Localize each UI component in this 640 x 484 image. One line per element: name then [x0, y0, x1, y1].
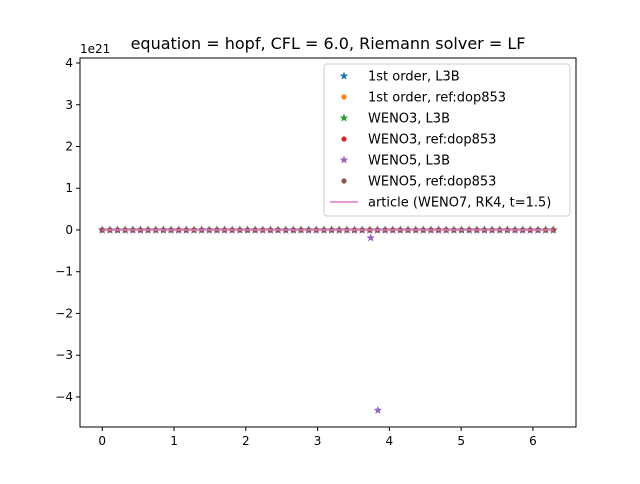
x-tick-label: 4 [386, 434, 394, 448]
outlier-point [373, 405, 383, 414]
legend-swatch [339, 155, 349, 164]
outlier-point [366, 233, 375, 242]
legend-item: WENO5, L3B [339, 154, 450, 169]
legend-swatch [341, 136, 347, 142]
plot-area [97, 225, 558, 414]
axis-ticks: 0 1 2 3 4 5 6 −4 −3 −2 −1 0 1 2 3 4 [55, 56, 536, 448]
legend-label: article (WENO7, RK4, t=1.5) [368, 196, 551, 211]
legend-item: 1st order, L3B [339, 70, 460, 85]
chart-title: equation = hopf, CFL = 6.0, Riemann solv… [131, 34, 526, 53]
legend-item: WENO3, ref:dop853 [341, 133, 496, 148]
legend-box [323, 63, 571, 217]
x-tick-label: 2 [242, 434, 250, 448]
y-tick-label: −2 [55, 306, 73, 320]
data-point [550, 227, 556, 233]
y-tick-label: −4 [55, 390, 73, 404]
y-tick-label: 4 [65, 56, 73, 70]
x-tick-label: 0 [98, 434, 106, 448]
y-tick-label: 1 [65, 181, 73, 195]
y-tick-label: −3 [55, 348, 73, 362]
legend-label: 1st order, ref:dop853 [368, 91, 506, 106]
legend: 1st order, L3B 1st order, ref:dop853 WENO3… [323, 63, 571, 217]
legend-label: WENO5, L3B [368, 154, 450, 169]
legend-swatch [339, 71, 349, 80]
legend-swatch [339, 113, 349, 122]
axes-frame [79, 57, 577, 428]
legend-item: WENO3, L3B [339, 112, 450, 127]
y-tick-label: 0 [65, 223, 73, 237]
legend-label: WENO3, L3B [368, 112, 450, 127]
legend-label: WENO3, ref:dop853 [368, 133, 496, 148]
legend-item: 1st order, ref:dop853 [341, 91, 506, 106]
x-tick-label: 1 [170, 434, 178, 448]
y-tick-label: 3 [65, 98, 73, 112]
x-tick-label: 5 [457, 434, 465, 448]
legend-item: article (WENO7, RK4, t=1.5) [330, 196, 551, 211]
y-tick-label: −1 [55, 265, 73, 279]
legend-swatch [341, 94, 347, 100]
legend-label: 1st order, L3B [368, 70, 460, 85]
legend-item: WENO5, ref:dop853 [341, 175, 496, 190]
legend-label: WENO5, ref:dop853 [368, 175, 496, 190]
y-tick-label: 2 [65, 139, 73, 153]
y-offset-label: 1e21 [80, 42, 110, 56]
x-tick-label: 3 [314, 434, 322, 448]
legend-swatch [341, 178, 347, 184]
x-tick-label: 6 [529, 434, 537, 448]
